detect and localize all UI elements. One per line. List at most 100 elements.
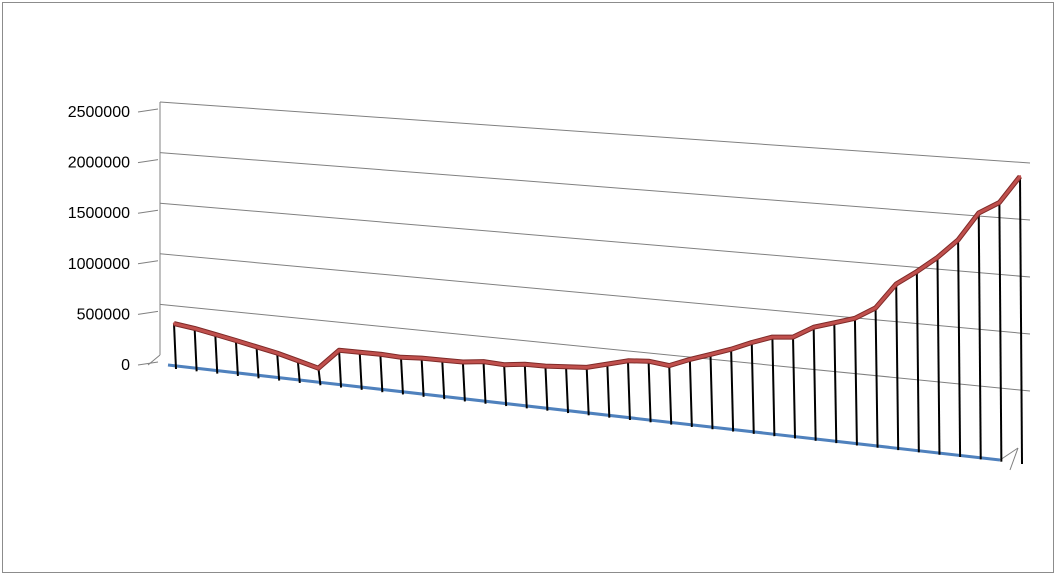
drop-line	[853, 318, 858, 446]
data-point	[275, 351, 279, 355]
y-tick-label: 1000000	[68, 256, 130, 273]
gridline	[159, 253, 1031, 335]
data-point	[214, 333, 217, 336]
y-tick-label: 1500000	[68, 205, 130, 222]
data-point	[791, 335, 795, 339]
data-point	[1018, 175, 1022, 178]
data-point	[874, 306, 877, 310]
axis-end	[1009, 447, 1019, 471]
data-point	[234, 339, 238, 342]
drop-line	[503, 364, 508, 407]
drop-line	[874, 307, 879, 448]
drop-line	[544, 366, 549, 411]
floor-edge-right	[999, 447, 1019, 461]
drop-line	[338, 350, 343, 388]
data-point	[750, 341, 753, 344]
gridline	[159, 101, 1031, 164]
data-point	[833, 321, 836, 324]
data-point	[688, 358, 692, 361]
data-point	[853, 317, 857, 320]
drop-line	[957, 239, 962, 458]
data-point	[998, 201, 1001, 204]
y-tick-label: 2000000	[68, 155, 130, 172]
data-point	[296, 359, 300, 362]
drop-line	[977, 212, 982, 460]
data-point	[482, 360, 485, 363]
series-line	[173, 175, 1022, 370]
data-point	[317, 367, 320, 370]
data-point	[812, 325, 815, 329]
drop-lines	[173, 176, 1023, 465]
data-point	[977, 211, 980, 215]
gridline	[159, 303, 1031, 392]
data-point	[420, 356, 423, 360]
drop-line	[668, 365, 673, 425]
data-point	[771, 335, 774, 339]
x-axis	[167, 363, 1001, 462]
y-tick-mark	[137, 209, 159, 214]
y-tick-label: 500000	[77, 306, 130, 323]
drop-line	[915, 271, 920, 453]
data-point	[915, 270, 919, 273]
y-axis-ticks: 0 500000 1000000 1500000 2000000 2500000	[68, 104, 159, 374]
drop-line	[482, 361, 487, 404]
data-point	[585, 366, 588, 369]
drop-line	[606, 364, 611, 418]
drop-line	[420, 358, 425, 397]
drop-line	[193, 328, 198, 372]
data-point	[729, 347, 733, 351]
y-tick-mark	[137, 361, 159, 366]
drop-line	[833, 322, 838, 444]
data-point	[461, 360, 465, 364]
data-point	[255, 345, 258, 348]
drop-line	[626, 360, 631, 421]
y-tick-label: 0	[121, 357, 130, 374]
data-point	[709, 353, 712, 356]
y-tick-mark	[137, 108, 159, 113]
drop-line	[565, 366, 570, 414]
gridline	[159, 202, 1031, 278]
data-point	[358, 351, 361, 354]
drop-line	[358, 352, 363, 390]
drop-line	[688, 359, 693, 427]
drop-line	[234, 340, 239, 377]
drop-line	[399, 357, 404, 395]
data-point	[956, 238, 960, 242]
data-point	[172, 322, 176, 325]
drop-line	[173, 323, 177, 370]
data-point	[668, 364, 671, 367]
data-point	[399, 356, 403, 359]
drop-line	[441, 360, 446, 400]
drop-line	[709, 354, 714, 430]
data-point	[523, 362, 526, 366]
drop-line	[812, 327, 817, 441]
drop-line	[730, 349, 735, 432]
series-line	[172, 174, 1022, 371]
data-point	[936, 256, 939, 259]
y-tick-mark	[137, 260, 159, 265]
drop-line	[936, 257, 941, 455]
drop-line	[1019, 176, 1023, 465]
x-axis-line	[167, 363, 1001, 462]
data-point	[544, 364, 547, 368]
data-point	[626, 359, 630, 362]
drop-line	[379, 354, 384, 393]
drop-line	[647, 361, 652, 423]
y-tick-mark	[137, 159, 159, 164]
gridline	[159, 152, 1031, 221]
drop-line	[461, 361, 466, 402]
drop-line	[296, 360, 301, 383]
drop-line	[214, 334, 219, 374]
data-point	[647, 360, 650, 363]
data-point	[441, 358, 444, 362]
data-point	[564, 365, 568, 368]
drop-line	[523, 364, 528, 409]
drop-line	[255, 346, 260, 379]
series-line-shadow	[173, 174, 1022, 371]
data-point	[379, 353, 382, 356]
drop-line	[317, 368, 322, 386]
drop-line	[895, 283, 900, 451]
data-point	[193, 327, 196, 330]
y-tick-mark	[137, 310, 159, 315]
data-point	[337, 349, 341, 352]
